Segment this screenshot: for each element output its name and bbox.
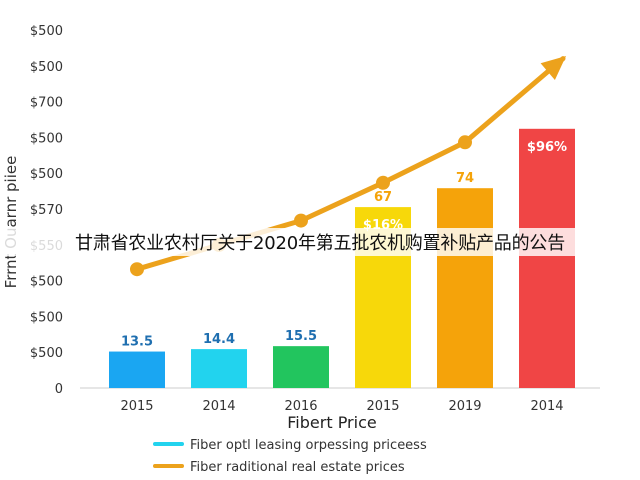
bar-value-label: 15.5 <box>285 329 317 344</box>
x-tick-label: 2019 <box>448 399 481 414</box>
y-tick-label: $500 <box>30 131 63 146</box>
y-tick-label: $500 <box>30 275 63 290</box>
line-point <box>376 175 390 190</box>
bar-value-label: 13.5 <box>121 335 153 350</box>
bar-value-label: $96% <box>527 140 567 155</box>
bar-labels: 13.5 14.4 15.567$16%74$96% <box>121 140 567 350</box>
x-axis-label: Fibert Price <box>287 413 376 432</box>
bars <box>109 128 575 389</box>
x-tick-labels: 2015 2014 2016 2015 2019 2014 <box>120 399 563 414</box>
bar <box>437 188 493 388</box>
y-axis-label: Frrnt Ouarnr piiee <box>2 156 20 289</box>
bar-value-label: 74 <box>456 171 474 186</box>
y-tick-label: $500 <box>30 310 63 325</box>
line-point <box>294 213 308 228</box>
line-arrowhead <box>540 56 566 80</box>
legend-line-label: Fiber raditional real estate prices <box>190 460 405 475</box>
y-tick-label: $500 <box>30 60 63 75</box>
y-tick-label: 0 <box>55 382 63 397</box>
bar-value-label: 67 <box>374 190 392 205</box>
y-tick-label: $570 <box>30 203 63 218</box>
x-tick-label: 2016 <box>284 399 317 414</box>
y-tick-label: $700 <box>30 96 63 111</box>
x-tick-label: 2015 <box>120 399 153 414</box>
legend-bar-label: Fiber optl leasing orpessing priceess <box>190 438 427 453</box>
line-point <box>130 262 144 277</box>
x-tick-label: 2014 <box>202 399 235 414</box>
y-tick-label: $500 <box>30 167 63 182</box>
x-tick-label: 2015 <box>366 399 399 414</box>
bar <box>191 349 247 388</box>
bar-value-label: 14.4 <box>203 332 235 347</box>
overlay-banner: 甘肃省农业农村厅关于2020年第五批农机购置补贴产品的公告 <box>0 228 640 256</box>
bar <box>273 346 329 388</box>
x-tick-label: 2014 <box>530 399 563 414</box>
y-tick-label: $500 <box>30 24 63 39</box>
y-tick-labels: $500$500$700$500$500$570$550$500$500$500… <box>30 24 63 397</box>
legend: Fiber optl leasing orpessing priceess Fi… <box>153 438 427 475</box>
y-tick-label: $500 <box>30 346 63 361</box>
bar <box>519 128 575 389</box>
bar <box>109 351 165 388</box>
line-point <box>458 135 472 150</box>
